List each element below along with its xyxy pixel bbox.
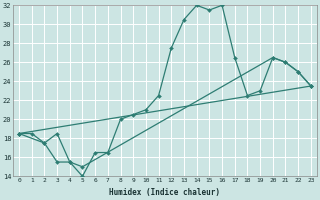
X-axis label: Humidex (Indice chaleur): Humidex (Indice chaleur)	[109, 188, 220, 197]
